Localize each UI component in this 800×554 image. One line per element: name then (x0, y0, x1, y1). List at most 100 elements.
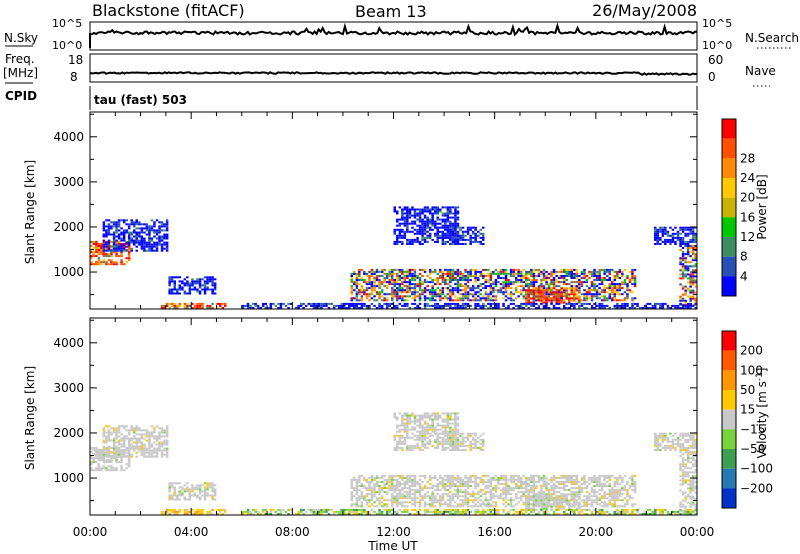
velocity-cell (436, 436, 439, 439)
velocity-cell (631, 505, 634, 508)
power-cell (423, 222, 427, 225)
velocity-cell (120, 451, 123, 454)
power-cell (568, 275, 571, 277)
velocity-cell (631, 483, 634, 485)
power-cell (388, 275, 391, 277)
power-cell (115, 240, 118, 243)
power-cell (125, 249, 128, 252)
power-cell (502, 268, 505, 271)
power-cell (355, 283, 359, 286)
velocity-cell (176, 513, 179, 515)
velocity-cell (173, 513, 176, 515)
power-cell (398, 224, 402, 227)
power-cell (423, 297, 427, 300)
power-cell (654, 307, 657, 309)
power-cell (112, 245, 116, 248)
velocity-cell (611, 491, 614, 494)
power-cell (363, 304, 366, 307)
velocity-cell (575, 474, 579, 477)
velocity-cell (140, 451, 144, 454)
velocity-cell (471, 495, 475, 498)
power-cell (618, 307, 622, 309)
power-cell (449, 232, 452, 235)
velocity-cell (547, 489, 551, 492)
velocity-cell (474, 505, 477, 508)
velocity-cell (504, 491, 508, 494)
velocity-cell (398, 483, 402, 485)
power-cell (489, 291, 493, 294)
velocity-cell (102, 457, 106, 460)
power-cell (350, 287, 353, 290)
velocity-cell (127, 449, 131, 452)
power-cell (158, 229, 161, 232)
power-cell (517, 285, 520, 288)
velocity-cell (426, 491, 429, 494)
power-cell (482, 295, 485, 298)
velocity-cell (434, 428, 437, 431)
power-cell (439, 297, 442, 300)
velocity-cell (107, 435, 111, 438)
power-cell (365, 287, 369, 290)
power-cell (532, 277, 536, 279)
velocity-cell (401, 483, 404, 485)
velocity-cell (206, 482, 209, 485)
power-cell (459, 304, 462, 307)
power-cell (502, 285, 505, 288)
power-cell (689, 297, 692, 300)
velocity-cell (545, 497, 548, 500)
power-cell (542, 272, 546, 275)
velocity-cell (406, 414, 409, 417)
power-cell (656, 302, 659, 305)
power-cell (588, 291, 591, 294)
velocity-cell (439, 497, 442, 500)
velocity-cell (456, 478, 460, 481)
power-cell (659, 307, 662, 309)
velocity-cell (603, 478, 606, 481)
velocity-cell (396, 430, 399, 433)
power-cell (428, 291, 432, 294)
power-cell (368, 275, 371, 277)
velocity-cell (373, 491, 376, 494)
power-cell (148, 229, 151, 232)
velocity-cell (398, 485, 402, 487)
power-cell (421, 220, 424, 223)
velocity-cell (565, 493, 568, 496)
power-cell (557, 277, 561, 279)
velocity-cell (173, 482, 176, 485)
power-cell (623, 299, 627, 302)
power-cell (684, 253, 687, 256)
velocity-cell (598, 497, 601, 500)
power-cell (110, 245, 113, 248)
velocity-cell (535, 487, 538, 490)
velocity-cell (436, 489, 439, 492)
power-cell (143, 237, 146, 240)
power-cell (684, 303, 687, 306)
power-cell (269, 307, 273, 309)
power-cell (679, 295, 682, 298)
power-cell (148, 241, 151, 244)
power-cell (201, 302, 204, 305)
power-cell (489, 285, 493, 288)
velocity-cell (537, 503, 541, 506)
power-cell (568, 295, 571, 298)
power-cell (464, 230, 467, 233)
power-cell (444, 287, 447, 290)
power-cell (456, 212, 460, 215)
velocity-cell (608, 485, 611, 487)
power-cell (170, 302, 174, 305)
power-cell (504, 272, 508, 275)
velocity-cell (165, 455, 169, 458)
power-cell (401, 283, 404, 286)
velocity-cell (173, 488, 176, 491)
velocity-cell (160, 510, 164, 513)
power-cell (684, 291, 687, 294)
velocity-cell (358, 485, 361, 487)
velocity-cell (122, 451, 126, 453)
velocity-cell (138, 441, 141, 444)
power-cell (535, 307, 538, 309)
power-cell (439, 299, 442, 302)
velocity-cell (411, 432, 414, 435)
velocity-cell (188, 494, 192, 497)
velocity-cell (570, 476, 573, 479)
velocity-cell (631, 489, 634, 492)
